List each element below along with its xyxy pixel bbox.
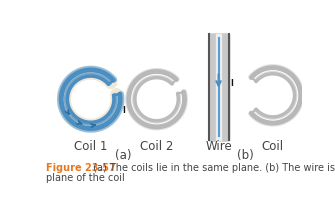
Bar <box>216 34 221 140</box>
Text: Wire: Wire <box>205 140 232 153</box>
Bar <box>210 34 227 140</box>
Text: I: I <box>123 106 125 115</box>
Text: (b): (b) <box>237 149 254 162</box>
Bar <box>208 34 229 140</box>
Bar <box>209 34 228 140</box>
Text: Figure 23.57: Figure 23.57 <box>46 163 116 173</box>
Text: (a): (a) <box>115 149 132 162</box>
Text: I: I <box>230 79 233 87</box>
Text: Coil: Coil <box>262 140 284 153</box>
Bar <box>217 34 220 140</box>
Text: Coil 1: Coil 1 <box>74 140 108 153</box>
Text: Coil 2: Coil 2 <box>140 140 173 153</box>
Text: (a) The coils lie in the same plane. (b) The wire is in the: (a) The coils lie in the same plane. (b)… <box>90 163 335 173</box>
Text: plane of the coil: plane of the coil <box>46 173 125 183</box>
